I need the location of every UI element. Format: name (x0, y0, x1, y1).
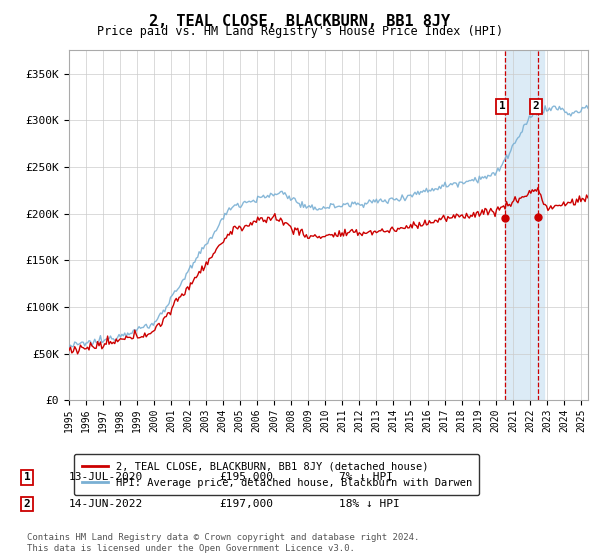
Text: £195,000: £195,000 (219, 472, 273, 482)
Text: 2, TEAL CLOSE, BLACKBURN, BB1 8JY: 2, TEAL CLOSE, BLACKBURN, BB1 8JY (149, 14, 451, 29)
Text: 13-JUL-2020: 13-JUL-2020 (69, 472, 143, 482)
Bar (505, 50, 544, 400)
Text: 18% ↓ HPI: 18% ↓ HPI (339, 499, 400, 509)
Text: 14-JUN-2022: 14-JUN-2022 (69, 499, 143, 509)
Text: 1: 1 (23, 472, 31, 482)
Text: Contains HM Land Registry data © Crown copyright and database right 2024.
This d: Contains HM Land Registry data © Crown c… (27, 533, 419, 553)
Text: 2: 2 (23, 499, 31, 509)
Text: £197,000: £197,000 (219, 499, 273, 509)
Text: 7% ↓ HPI: 7% ↓ HPI (339, 472, 393, 482)
Text: Price paid vs. HM Land Registry's House Price Index (HPI): Price paid vs. HM Land Registry's House … (97, 25, 503, 38)
Text: 1: 1 (499, 101, 506, 111)
Text: 2: 2 (533, 101, 539, 111)
Legend: 2, TEAL CLOSE, BLACKBURN, BB1 8JY (detached house), HPI: Average price, detached: 2, TEAL CLOSE, BLACKBURN, BB1 8JY (detac… (74, 454, 479, 495)
